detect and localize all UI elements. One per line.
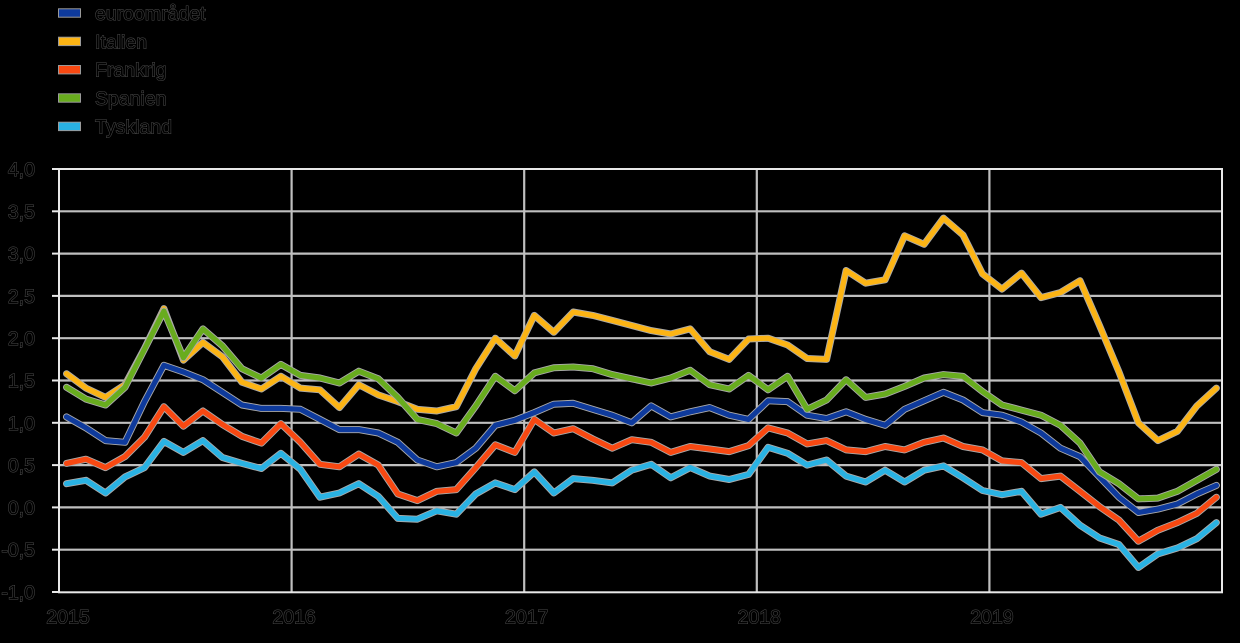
svg-text:Frankrig: Frankrig xyxy=(95,60,167,82)
svg-text:2017: 2017 xyxy=(505,607,548,629)
svg-text:euroområdet: euroområdet xyxy=(95,3,206,25)
svg-text:2,5: 2,5 xyxy=(8,286,35,308)
svg-text:2016: 2016 xyxy=(272,607,315,629)
svg-text:Spanien: Spanien xyxy=(95,88,167,110)
svg-text:2019: 2019 xyxy=(970,607,1013,629)
svg-text:2015: 2015 xyxy=(46,607,90,629)
svg-text:0,0: 0,0 xyxy=(8,497,35,519)
svg-text:4,0: 4,0 xyxy=(8,159,35,181)
svg-text:Italien: Italien xyxy=(95,31,147,53)
svg-text:0,5: 0,5 xyxy=(8,455,35,477)
svg-text:1,0: 1,0 xyxy=(8,413,35,435)
svg-text:-0,5: -0,5 xyxy=(1,540,35,562)
svg-text:1,5: 1,5 xyxy=(8,371,35,393)
svg-text:-1,0: -1,0 xyxy=(1,582,35,604)
svg-text:3,0: 3,0 xyxy=(8,244,35,266)
svg-text:2,0: 2,0 xyxy=(8,328,35,350)
svg-text:2018: 2018 xyxy=(738,607,781,629)
svg-text:Tyskland: Tyskland xyxy=(95,116,172,138)
svg-text:3,5: 3,5 xyxy=(8,201,35,223)
